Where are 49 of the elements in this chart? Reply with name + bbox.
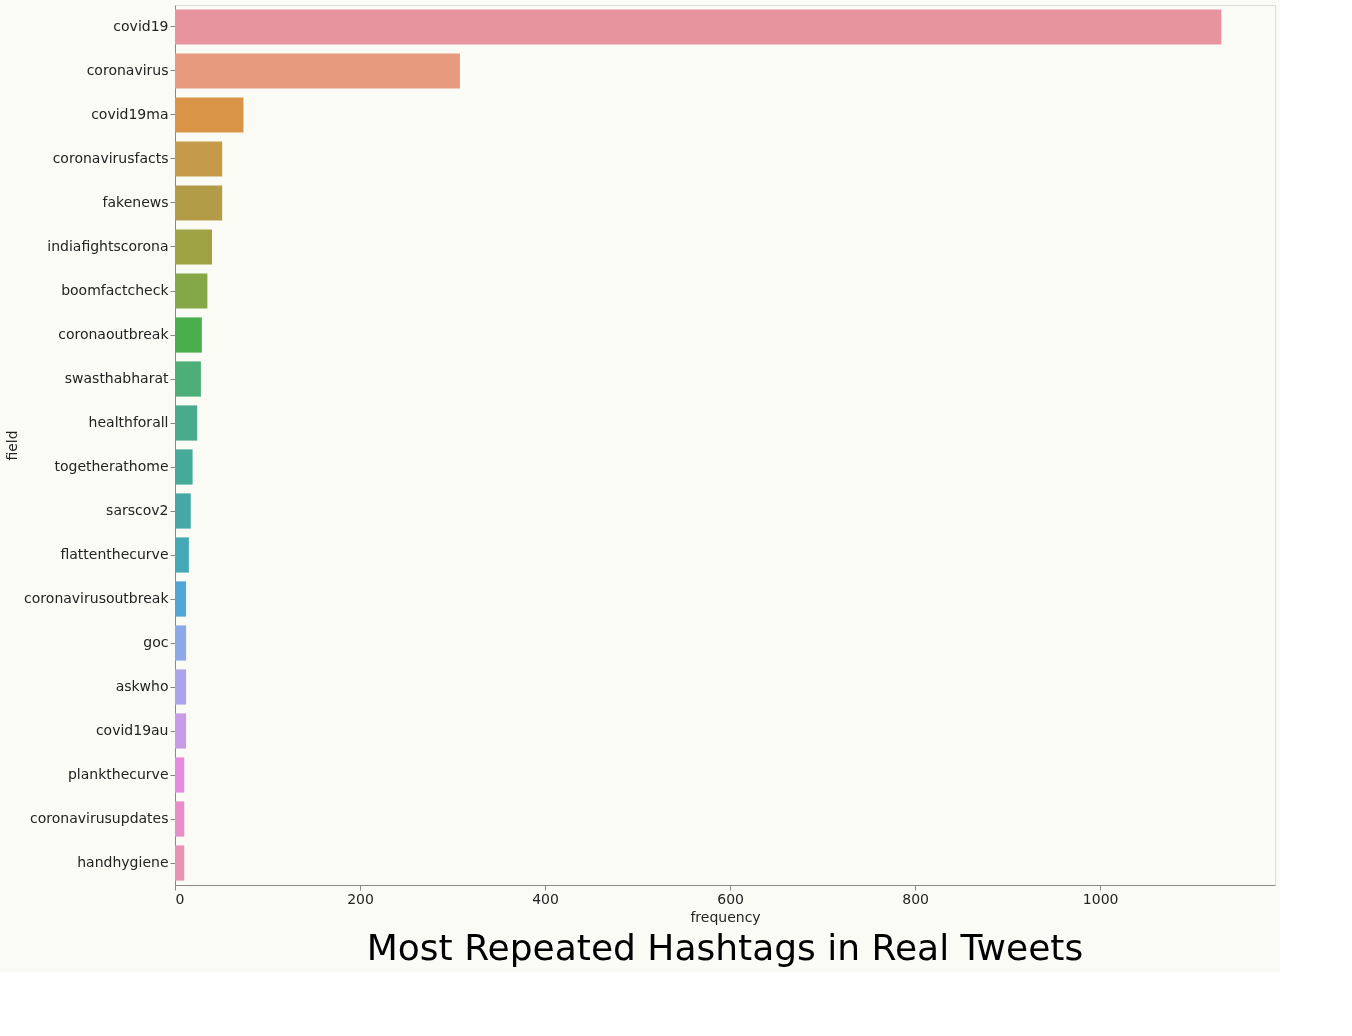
bar xyxy=(175,669,187,705)
y-tick-label: covid19au xyxy=(95,722,169,738)
y-tick-label: flattenthecurve xyxy=(60,546,169,562)
y-tick-label: goc xyxy=(143,634,169,650)
bar xyxy=(175,801,185,837)
bar xyxy=(175,141,223,177)
bar xyxy=(175,405,198,441)
bar xyxy=(175,449,193,485)
bar xyxy=(175,97,244,133)
y-tick-label: coronavirusfacts xyxy=(52,150,169,166)
bar xyxy=(175,537,189,573)
bar xyxy=(175,625,187,661)
bar xyxy=(175,581,187,617)
y-axis-title: field xyxy=(4,430,21,461)
y-tick-label: plankthecurve xyxy=(67,766,169,782)
y-tick-label: covid19 xyxy=(113,18,169,34)
y-tick-label: sarscov2 xyxy=(106,502,169,518)
y-tick-label: coronavirus xyxy=(86,62,169,78)
y-tick-label: covid19ma xyxy=(91,106,169,122)
y-tick-label: indiafightscorona xyxy=(47,238,169,254)
bar xyxy=(175,845,185,881)
bar xyxy=(175,493,191,529)
bar xyxy=(175,713,187,749)
x-tick-label: 200 xyxy=(347,890,374,907)
bar xyxy=(175,361,201,397)
bar xyxy=(175,9,1222,45)
x-tick-label: 600 xyxy=(717,890,744,907)
x-tick-label: 0 xyxy=(175,890,185,907)
text: Most Repeated Hashtags in Real Tweets xyxy=(366,927,1084,968)
bar xyxy=(175,757,185,793)
y-tick-label: swasthabharat xyxy=(64,370,169,386)
y-tick-label: coronavirusoutbreak xyxy=(24,590,170,606)
bar xyxy=(175,273,208,309)
y-tick-label: coronaoutbreak xyxy=(58,326,170,342)
x-tick-label: 1000 xyxy=(1082,890,1119,907)
y-tick-label: boomfactcheck xyxy=(61,282,170,298)
bar xyxy=(175,53,460,89)
y-tick-label: fakenews xyxy=(102,194,169,210)
y-tick-label: handhygiene xyxy=(77,854,169,870)
x-tick-label: 800 xyxy=(902,890,929,907)
x-tick-label: 400 xyxy=(532,890,559,907)
bar xyxy=(175,317,202,353)
y-tick-label: togetherathome xyxy=(54,458,169,474)
bar xyxy=(175,185,223,221)
bar xyxy=(175,229,213,265)
y-tick-label: askwho xyxy=(115,678,169,694)
y-tick-label: coronavirusupdates xyxy=(30,810,169,826)
y-tick-label: healthforall xyxy=(88,414,169,430)
x-axis-title: frequency xyxy=(690,908,761,925)
